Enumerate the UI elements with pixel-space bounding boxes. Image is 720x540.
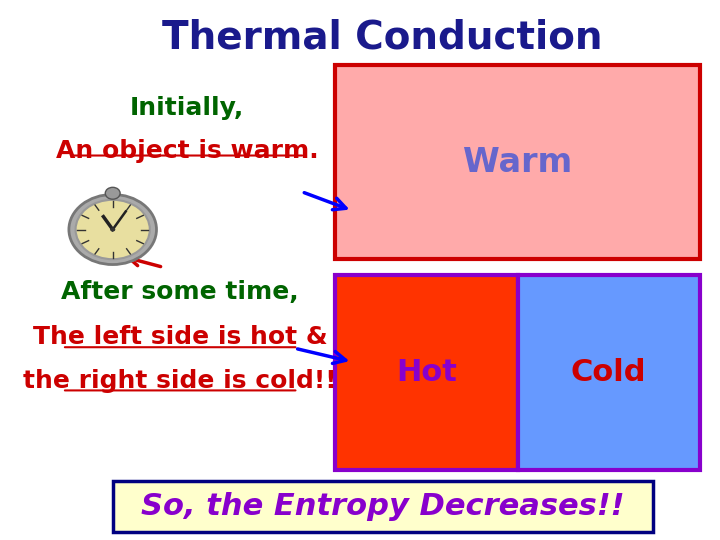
Text: Thermal Conduction: Thermal Conduction bbox=[162, 19, 603, 57]
Text: Initially,: Initially, bbox=[130, 96, 244, 120]
Text: the right side is cold!!: the right side is cold!! bbox=[23, 369, 337, 393]
Circle shape bbox=[76, 200, 150, 259]
Text: Cold: Cold bbox=[571, 358, 647, 387]
Text: So, the Entropy Decreases!!: So, the Entropy Decreases!! bbox=[141, 492, 624, 521]
Text: Warm: Warm bbox=[463, 145, 572, 179]
Text: An object is warm.: An object is warm. bbox=[55, 139, 318, 163]
Circle shape bbox=[110, 227, 115, 232]
Text: After some time,: After some time, bbox=[61, 280, 299, 303]
FancyBboxPatch shape bbox=[113, 481, 652, 532]
Circle shape bbox=[105, 187, 120, 199]
Text: Hot: Hot bbox=[396, 358, 457, 387]
FancyBboxPatch shape bbox=[518, 275, 700, 470]
FancyBboxPatch shape bbox=[336, 65, 700, 259]
FancyBboxPatch shape bbox=[336, 275, 518, 470]
Circle shape bbox=[69, 194, 156, 265]
Text: The left side is hot &: The left side is hot & bbox=[33, 326, 328, 349]
